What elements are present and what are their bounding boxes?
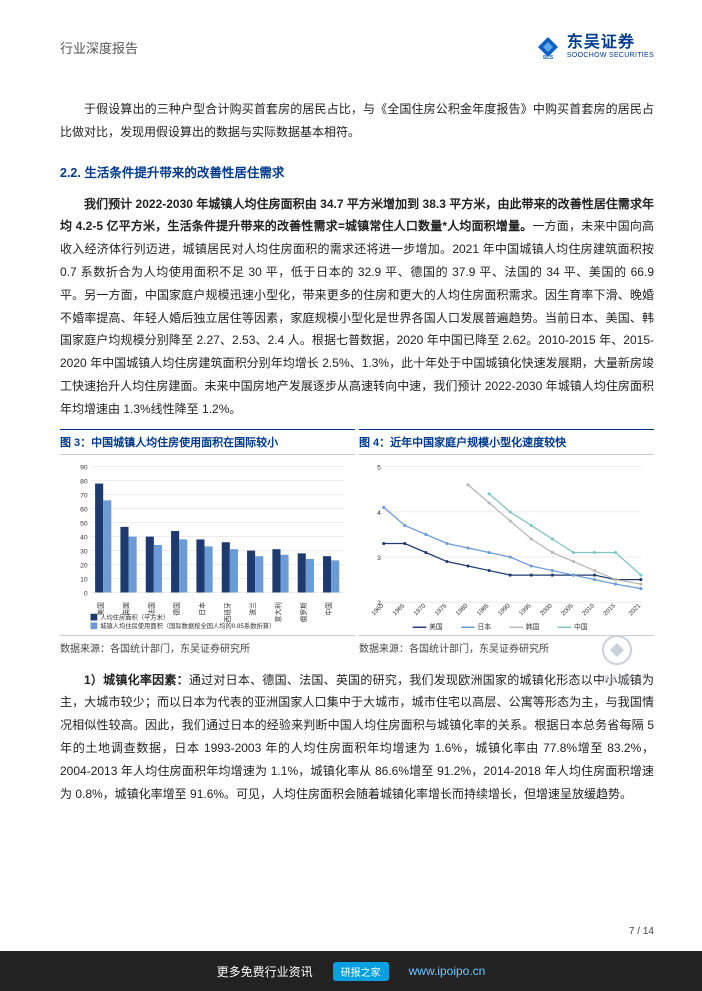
- paragraph-2: 1）城镇化率因素：通过对日本、德国、法国、英国的研究，我们发现欧洲国家的城镇化形…: [60, 669, 654, 806]
- svg-text:韩国: 韩国: [526, 622, 540, 631]
- svg-text:90: 90: [80, 464, 88, 471]
- svg-text:4: 4: [377, 509, 381, 516]
- chart-4-title: 图 4：近年中国家庭户规模小型化速度较快: [359, 434, 654, 450]
- svg-text:5: 5: [377, 464, 381, 471]
- logo-en: SOOCHOW SECURITIES: [567, 52, 654, 60]
- svg-text:3: 3: [377, 554, 381, 561]
- svg-text:西班牙: 西班牙: [223, 601, 232, 622]
- svg-text:俄罗斯: 俄罗斯: [299, 601, 308, 622]
- page-number: 7 / 14: [48, 926, 654, 937]
- svg-text:2015: 2015: [602, 602, 617, 617]
- svg-text:1985: 1985: [476, 602, 491, 617]
- section-title: 生活条件提升带来的改善性居住需求: [84, 166, 284, 180]
- svg-text:意大利: 意大利: [273, 601, 282, 622]
- svg-text:美国: 美国: [429, 622, 443, 631]
- strip-link[interactable]: www.ipoipo.cn: [409, 964, 486, 978]
- page-header: 行业深度报告 SCS 东吴证券 SOOCHOW SECURITIES: [60, 34, 654, 60]
- svg-text:城镇人均住房使用面积（国际数据按全国人均的0.85系数折算）: 城镇人均住房使用面积（国际数据按全国人均的0.85系数折算）: [100, 621, 275, 630]
- main-rest: 一方面，未来中国向高收入经济体行列迈进，城镇居民对人均住房面积的需求还将进一步增…: [60, 219, 654, 415]
- svg-text:40: 40: [80, 534, 88, 541]
- report-type: 行业深度报告: [60, 38, 138, 57]
- svg-text:30: 30: [80, 548, 88, 555]
- svg-text:日本: 日本: [478, 622, 492, 631]
- svg-text:1960: 1960: [370, 602, 385, 617]
- svg-text:人均住房面积（平方米）: 人均住房面积（平方米）: [100, 612, 169, 621]
- section-heading: 2.2. 生活条件提升带来的改善性居住需求: [60, 162, 654, 181]
- section-number: 2.2.: [60, 166, 81, 180]
- watermark-icon: 研报之家: [592, 632, 642, 685]
- svg-text:2005: 2005: [560, 602, 575, 617]
- company-logo: SCS 东吴证券 SOOCHOW SECURITIES: [535, 34, 654, 60]
- svg-text:0: 0: [84, 590, 88, 597]
- chart-3-area: 0102030405060708090美国英国法国德国日本西班牙波兰意大利俄罗斯…: [60, 455, 355, 635]
- svg-text:1995: 1995: [518, 602, 533, 617]
- para2-rest: 通过对日本、德国、法国、英国的研究，我们发现欧洲国家的城镇化形态以中小城镇为主，…: [60, 673, 654, 801]
- svg-text:1980: 1980: [455, 602, 470, 617]
- svg-text:70: 70: [80, 492, 88, 499]
- svg-text:1965: 1965: [391, 602, 406, 617]
- logo-cn: 东吴证券: [567, 34, 654, 52]
- svg-text:德国: 德国: [172, 601, 181, 615]
- svg-text:2000: 2000: [539, 602, 554, 617]
- para2-bold: 1）城镇化率因素：: [84, 673, 189, 687]
- chart-3-title: 图 3：中国城镇人均住房使用面积在国际较小: [60, 434, 355, 450]
- svg-text:中国: 中国: [324, 601, 333, 615]
- svg-text:中国: 中国: [574, 622, 588, 631]
- svg-text:50: 50: [80, 520, 88, 527]
- svg-text:1970: 1970: [412, 602, 427, 617]
- intro-paragraph: 于假设算出的三种户型合计购买首套房的居民占比，与《全国住房公积金年度报告》中购买…: [60, 98, 654, 144]
- charts-row: 图 3：中国城镇人均住房使用面积在国际较小 0 10 20 30 40 50 60 70 80 9…: [60, 429, 654, 659]
- svg-text:2010: 2010: [581, 602, 596, 617]
- svg-text:2021: 2021: [627, 602, 642, 617]
- svg-text:80: 80: [80, 478, 88, 485]
- chart-4-col: 图 4：近年中国家庭户规模小型化速度较快 2345196019651970197…: [359, 429, 654, 659]
- bottom-strip: 更多免费行业资讯 研报之家 www.ipoipo.cn: [0, 951, 702, 991]
- svg-text:SCS: SCS: [543, 55, 554, 60]
- svg-text:1975: 1975: [434, 602, 449, 617]
- logo-icon: SCS: [535, 34, 561, 60]
- main-paragraph: 我们预计 2022-2030 年城镇人均住房面积由 34.7 平方米增加到 38…: [60, 193, 654, 421]
- chart-4-area: 2345196019651970197519801985199019952000…: [359, 455, 654, 635]
- svg-text:日本: 日本: [198, 601, 207, 615]
- chart-3-col: 图 3：中国城镇人均住房使用面积在国际较小 0 10 20 30 40 50 60 70 80 9…: [60, 429, 355, 659]
- chart-3-source: 数据来源：各国统计部门，东吴证券研究所: [60, 640, 355, 655]
- svg-text:60: 60: [80, 506, 88, 513]
- strip-tag: 研报之家: [333, 962, 389, 981]
- svg-text:波兰: 波兰: [248, 601, 257, 615]
- strip-text: 更多免费行业资讯: [217, 963, 313, 980]
- svg-text:1990: 1990: [497, 602, 512, 617]
- svg-text:10: 10: [80, 576, 88, 583]
- svg-text:20: 20: [80, 562, 88, 569]
